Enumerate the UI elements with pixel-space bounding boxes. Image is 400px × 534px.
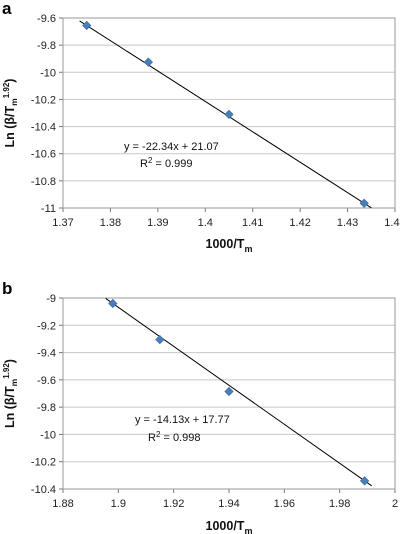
y-axis-title: Ln (β/Tm1.92) [2, 359, 19, 428]
x-axis-title: 1000/Tm [206, 237, 253, 254]
x-tick-label: 2 [392, 498, 398, 510]
r-squared-superscript: 2 [156, 430, 161, 439]
trendline-equation: y = -22.34x + 21.07 [124, 141, 219, 153]
plot-area-frame [62, 297, 396, 490]
y-tick-label: -11 [41, 203, 56, 215]
y-axis-title-superscript: 1.92 [2, 82, 11, 98]
data-point [359, 476, 370, 486]
y-axis-title-subscript: m [9, 98, 19, 106]
r-squared-superscript: 2 [148, 156, 153, 165]
x-tick-label: 1.94 [218, 498, 239, 510]
linear-trendline [105, 298, 372, 487]
y-tick-label: -10.2 [31, 94, 56, 106]
plot-area-frame [62, 17, 396, 209]
chart-panel-a: a -9.6 -9.8 -10 -10.2 -10.4 -10.6 -10.8 -11 1.37 1… [2, 0, 400, 254]
x-tick-label: 1.41 [242, 217, 263, 229]
x-axis-title-main: 1000/T [206, 237, 245, 251]
y-tick-label: -10.6 [31, 149, 56, 161]
y-axis-title-close: ) [3, 79, 17, 83]
y-tick-label: -10 [40, 67, 56, 79]
x-tick-label: 1.42 [289, 217, 310, 229]
x-tick-label: 1.38 [100, 217, 121, 229]
y-axis-title: Ln (β/Tm1.92) [2, 79, 19, 148]
data-point [108, 298, 118, 309]
r-squared-label: R2 = 0.998 [148, 430, 200, 444]
y-tick-label: -9.8 [37, 40, 56, 52]
chart-panel-b: b -9 -9.2 -9.4 -9.6 -9.8 -10 -10.2 -10.4 1.88 1.9 1… [2, 279, 398, 534]
x-tick-label: 1.43 [337, 217, 358, 229]
y-tick-label: -9 [46, 293, 56, 305]
r-squared-value: = 0.998 [160, 432, 200, 444]
data-point [359, 198, 369, 208]
x-axis-title-subscript: m [244, 244, 252, 254]
y-tick-label: -9.2 [37, 320, 56, 332]
data-point [224, 386, 234, 397]
panel-label: b [2, 279, 12, 298]
r-squared-symbol: R [148, 432, 156, 444]
data-point [82, 20, 92, 31]
data-point [155, 334, 165, 345]
x-tick-label: 1.39 [147, 217, 168, 229]
y-tick-label: -10.8 [31, 176, 56, 188]
y-tick-label: -10.2 [31, 457, 56, 469]
y-tick-label: -9.4 [37, 348, 56, 360]
x-tick-label: 1.98 [329, 498, 350, 510]
x-axis-title: 1000/Tm [206, 519, 253, 534]
r-squared-label: R2 = 0.999 [140, 156, 192, 170]
r-squared-symbol: R [140, 158, 148, 170]
r-squared-value: = 0.999 [152, 158, 192, 170]
y-tick-label: -10.4 [31, 122, 56, 134]
y-tick-label: -10 [40, 429, 56, 441]
x-tick-label: 1.96 [274, 498, 295, 510]
y-tick-label: -9.8 [37, 402, 56, 414]
x-tick-label: 1.44 [384, 217, 400, 229]
x-tick-label: 1.88 [52, 498, 73, 510]
x-tick-label: 1.92 [163, 498, 184, 510]
y-axis-title-subscript: m [9, 378, 19, 386]
trendline-equation: y = -14.13x + 17.77 [135, 414, 230, 426]
data-point [224, 109, 234, 119]
y-axis-title-superscript: 1.92 [2, 363, 11, 379]
x-axis-title-main: 1000/T [206, 519, 245, 533]
y-axis-title-main: Ln (β/T [3, 386, 17, 428]
y-tick-label: -9.6 [37, 13, 56, 25]
panel-label: a [2, 0, 12, 18]
y-axis-title-close: ) [3, 359, 17, 363]
x-tick-label: 1.37 [52, 217, 73, 229]
x-tick-label: 1.4 [198, 217, 213, 229]
y-axis-title-main: Ln (β/T [3, 105, 17, 147]
x-tick-label: 1.9 [111, 498, 126, 510]
y-tick-label: -9.6 [37, 375, 56, 387]
data-point [143, 57, 153, 67]
y-tick-label: -10.4 [31, 484, 56, 496]
x-axis-title-subscript: m [244, 526, 252, 534]
